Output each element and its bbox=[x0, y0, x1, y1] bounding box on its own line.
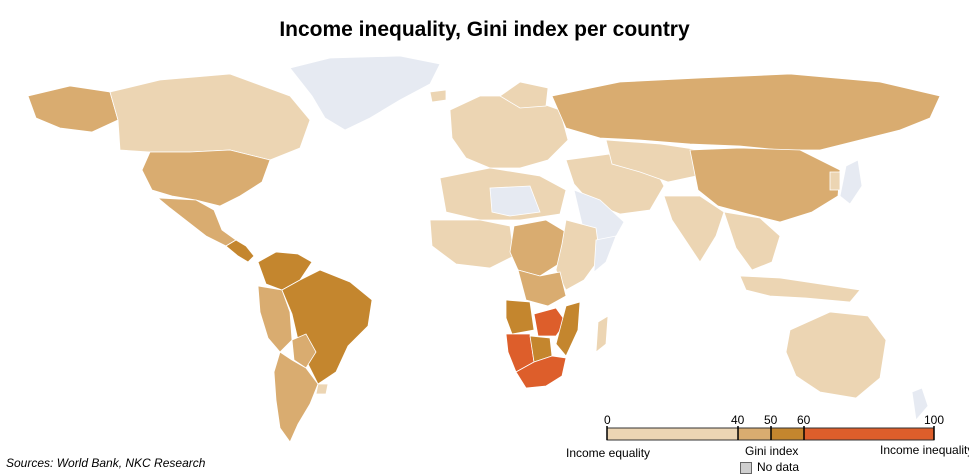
alaska bbox=[27, 85, 119, 133]
australia bbox=[785, 311, 887, 399]
iceland bbox=[429, 89, 447, 103]
legend-band-0-40 bbox=[607, 428, 738, 440]
legend-middle-label: Gini index bbox=[745, 444, 799, 458]
south-africa bbox=[515, 355, 567, 389]
new-zealand bbox=[911, 387, 929, 421]
legend-no-data-label: No data bbox=[757, 460, 800, 474]
congo bbox=[517, 269, 567, 307]
east-africa bbox=[555, 219, 601, 291]
china bbox=[689, 147, 841, 223]
legend-band-40-50 bbox=[738, 428, 771, 440]
legend-tick-label-40: 40 bbox=[731, 413, 745, 427]
indonesia bbox=[739, 275, 861, 303]
legend-band-60-100 bbox=[804, 428, 934, 440]
angola bbox=[505, 299, 535, 335]
greenland bbox=[289, 55, 441, 131]
legend-band-50-60 bbox=[771, 428, 804, 440]
uruguay bbox=[315, 383, 329, 395]
india bbox=[663, 195, 725, 263]
legend-right-label: Income inequality bbox=[880, 443, 969, 457]
madagascar bbox=[595, 315, 609, 353]
legend-tick-label-50: 50 bbox=[764, 413, 778, 427]
central-asia bbox=[605, 139, 701, 183]
mozambique bbox=[555, 301, 581, 357]
usa bbox=[141, 149, 271, 207]
bolivia bbox=[291, 333, 317, 369]
west-africa bbox=[429, 219, 515, 269]
map-title: Income inequality, Gini index per countr… bbox=[279, 18, 690, 41]
korea bbox=[829, 171, 841, 191]
japan bbox=[839, 159, 863, 205]
source-note: Sources: World Bank, NKC Research bbox=[6, 456, 206, 470]
legend-tick-label-0: 0 bbox=[604, 413, 611, 427]
legend-left-label: Income equality bbox=[566, 446, 651, 460]
legend-no-data-swatch bbox=[740, 462, 752, 474]
scandinavia bbox=[499, 81, 549, 109]
argentina bbox=[273, 351, 319, 443]
central-america bbox=[225, 239, 255, 263]
central-africa bbox=[509, 219, 567, 277]
russia bbox=[551, 73, 941, 151]
southeast-asia bbox=[723, 211, 781, 271]
libya bbox=[489, 185, 541, 217]
legend-tick-label-60: 60 bbox=[797, 413, 811, 427]
somalia bbox=[593, 235, 617, 273]
legend-tick-label-100: 100 bbox=[924, 413, 945, 427]
